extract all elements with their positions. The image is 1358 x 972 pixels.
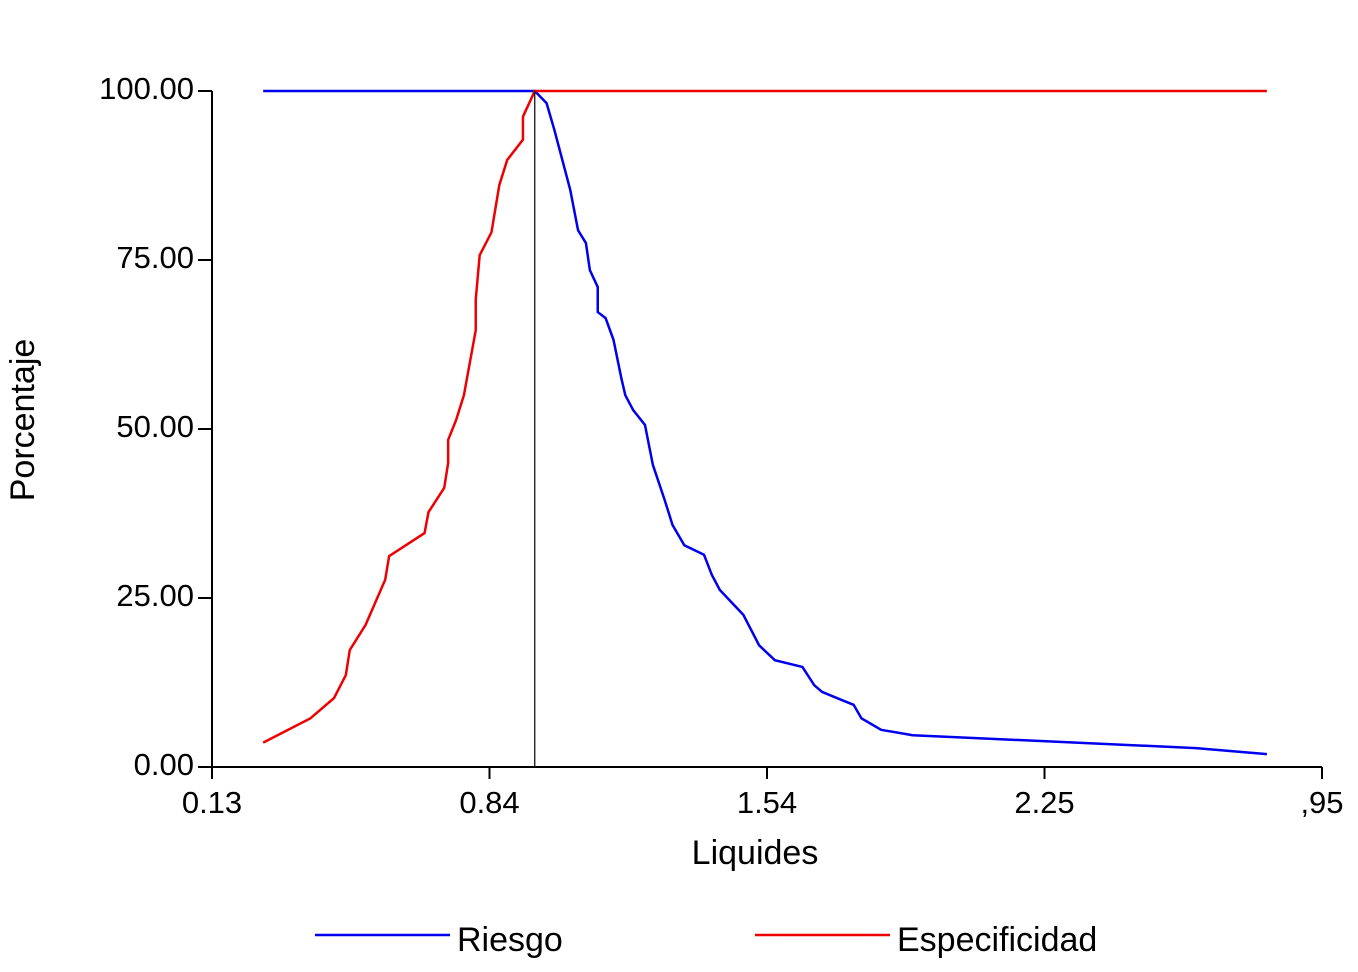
line-series — [262, 89, 1267, 744]
y-tick-label: 75.00 — [116, 240, 194, 275]
x-tick-label: ,95 — [1300, 785, 1343, 820]
y-axis-label: Porcentaje — [4, 339, 42, 502]
line-series — [263, 89, 1268, 756]
x-tick-label: 1.54 — [737, 785, 797, 820]
y-tick-label: 100.00 — [99, 71, 194, 106]
x-tick-label: 0.84 — [459, 785, 519, 820]
x-axis-label: Liquides — [692, 834, 819, 872]
legend-label: Especificidad — [897, 921, 1097, 959]
x-tick-label: 0.13 — [182, 785, 242, 820]
y-tick-label: 50.00 — [116, 409, 194, 444]
x-tick-label: 2.25 — [1014, 785, 1074, 820]
legend-label: Riesgo — [457, 921, 563, 959]
y-tick-label: 0.00 — [134, 747, 194, 782]
y-tick-label: 25.00 — [116, 578, 194, 613]
